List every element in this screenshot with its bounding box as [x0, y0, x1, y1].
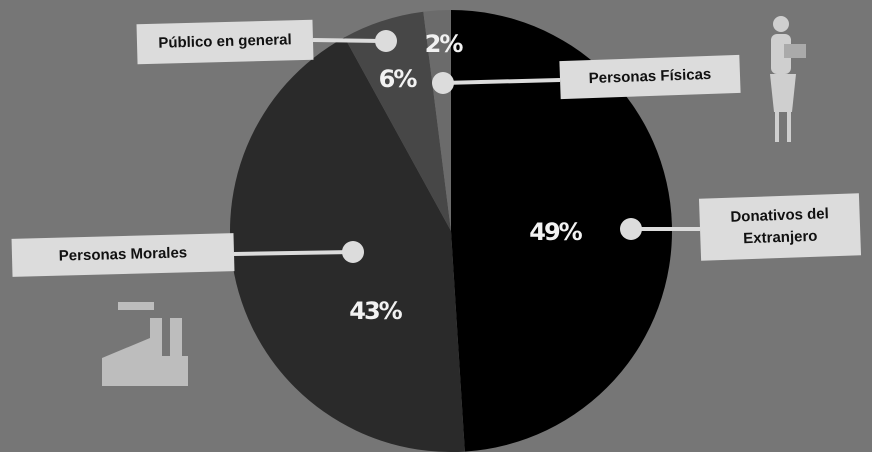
callout-line [233, 250, 354, 256]
factory-icon [102, 302, 188, 386]
person-icon [770, 16, 806, 142]
pie-slice [451, 10, 672, 452]
callout-dot [432, 72, 454, 94]
value-label: 6% [379, 65, 418, 93]
callout-line [312, 38, 387, 43]
legend-label: Donativos del Extranjero [698, 193, 862, 261]
callouts [233, 30, 700, 263]
legend-label: Personas Físicas [559, 54, 741, 100]
callout-dot [375, 30, 397, 52]
value-labels: 49% 43% 6%2% [349, 30, 584, 325]
legend-label: Personas Morales [11, 233, 235, 277]
value-label: 43% [349, 297, 402, 325]
pie-slice [344, 11, 451, 232]
callout-dot [620, 218, 642, 240]
pie-slice [423, 10, 451, 231]
callout-dot [342, 241, 364, 263]
value-label: 49% [529, 218, 582, 246]
legend-label: Público en general [136, 19, 314, 65]
callout-line [442, 78, 561, 85]
value-label: 2% [425, 30, 464, 58]
